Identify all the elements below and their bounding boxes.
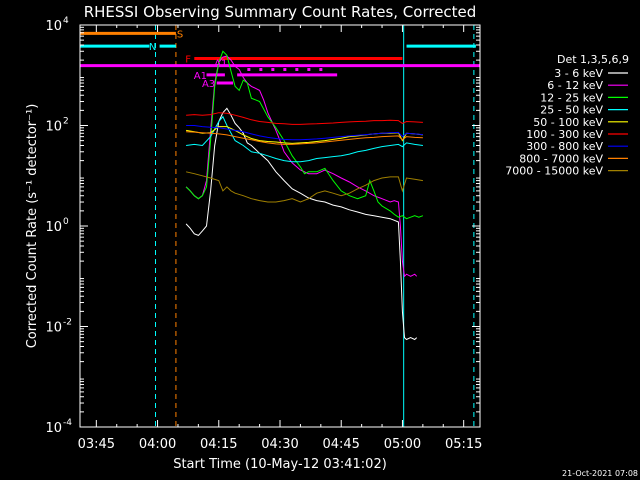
y-tick-exponent-4: 4 [63,16,69,26]
x-tick-label-0: 03:45 [78,437,115,452]
chart-title: RHESSI Observing Summary Count Rates, Co… [84,3,477,21]
y-tick-label-2: 10 [45,220,62,235]
x-tick-label-1: 04:00 [139,437,176,452]
legend-label-6: 300 - 800 keV [526,140,603,153]
legend-label-5: 100 - 300 keV [526,128,603,141]
series-line-1 [185,55,418,278]
y-tick-exponent-3: 2 [63,117,69,127]
legend-label-0: 3 - 6 keV [554,67,603,80]
y-tick-label-0: 10 [45,421,62,436]
annotation-1: N [149,42,156,53]
x-tick-label-3: 04:30 [261,437,298,452]
y-axis-label: Corrected Count Rate (s⁻¹ detector⁻¹) [25,104,40,349]
series-line-5 [186,112,423,125]
series-line-4 [186,126,423,144]
y-tick-exponent-1: -2 [63,318,72,328]
annotation-2: F [185,55,191,66]
legend-label-1: 6 - 12 keV [547,79,603,92]
plot-frame [79,24,481,428]
series-line-3 [186,115,423,163]
y-tick-label-1: 10 [45,321,62,336]
legend-label-2: 12 - 25 keV [540,91,603,104]
annotation-0: S [177,29,183,40]
x-axis-label: Start Time (10-May-12 03:41:02) [173,457,387,472]
y-tick-exponent-2: 0 [63,217,69,227]
y-tick-exponent-0: -4 [63,418,72,428]
series-line-6 [186,125,423,141]
x-tick-label-2: 04:15 [200,437,237,452]
y-tick-label-3: 10 [45,120,62,135]
x-tick-label-5: 05:00 [384,437,421,452]
x-tick-label-6: 05:15 [445,437,482,452]
legend-label-3: 25 - 50 keV [540,104,603,117]
series-line-7 [186,131,423,145]
annotation-3: A1 [194,71,207,82]
series-line-0 [185,107,418,341]
footer-date: 21-Oct-2021 07:08 [562,469,638,478]
x-tick-label-4: 04:45 [322,437,359,452]
annotation-4: A3 [202,79,215,90]
legend-label-7: 800 - 7000 keV [519,152,603,165]
series-line-2 [185,50,424,220]
series-line-8 [185,171,423,203]
annotation-5: A1 [214,58,227,69]
legend-label-8: 7000 - 15000 keV [505,165,603,178]
legend-title: Det 1,3,5,6,9 [557,53,629,66]
y-tick-label-4: 10 [45,19,62,34]
legend-label-4: 50 - 100 keV [533,116,603,129]
